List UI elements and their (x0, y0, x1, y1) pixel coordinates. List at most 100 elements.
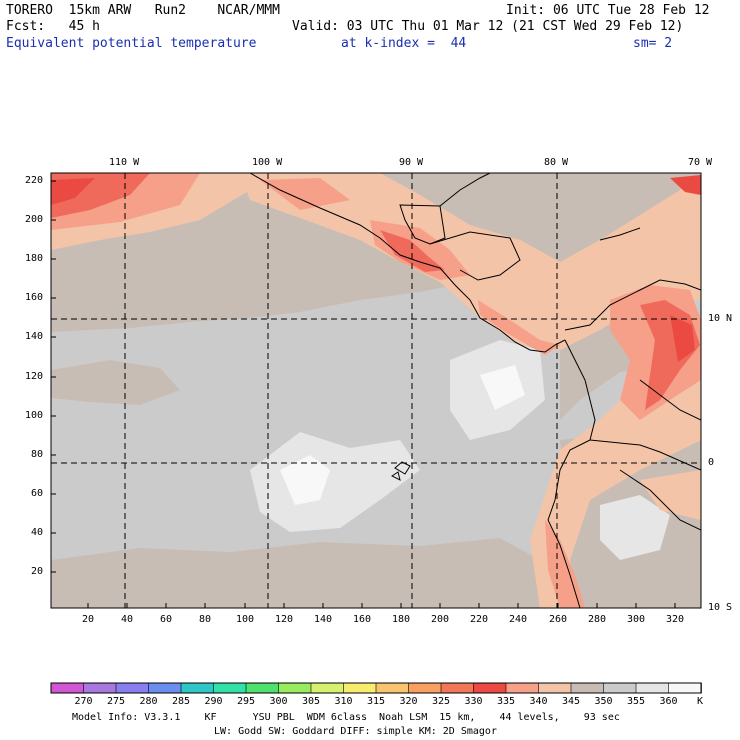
field-340-east (640, 470, 701, 520)
y-label: 120 (25, 371, 44, 382)
y-label: 60 (31, 488, 44, 499)
colorbar-cell (570, 682, 605, 694)
y-label: 160 (25, 292, 44, 303)
x-label: 320 (666, 614, 685, 625)
x-label: 20 (82, 614, 95, 625)
colorbar-label: 320 (399, 696, 418, 707)
colorbar-cell (505, 682, 540, 694)
lon-label-90w: 90 W (399, 157, 424, 168)
colorbar-unit: K (697, 696, 704, 707)
colorbar-label: 270 (74, 696, 93, 707)
field-355-southeast (600, 495, 670, 560)
field-335-mexico (260, 178, 350, 210)
latlon-grid (51, 173, 701, 608)
colorbar-cell (343, 682, 377, 694)
lon-label-80w: 80 W (544, 157, 569, 168)
x-label: 160 (353, 614, 372, 625)
colorbar-cell (148, 682, 182, 694)
colorbar-label: 280 (139, 696, 158, 707)
colorbar-label: 325 (432, 696, 451, 707)
field-335-peru (545, 520, 585, 608)
field-360-center (280, 455, 330, 505)
colorbar-cell (213, 682, 247, 694)
x-label: 220 (470, 614, 489, 625)
field-name: Equivalent potential temperature (6, 36, 257, 51)
x-label: 80 (199, 614, 212, 625)
colorbar-frame (50, 682, 702, 694)
colorbar-cell (83, 682, 117, 694)
colorbar-cell (668, 682, 702, 694)
y-label: 220 (25, 175, 44, 186)
lat-label-0: 0 (708, 457, 715, 468)
colorbar-cell (50, 682, 85, 694)
colorbar-label: 340 (529, 696, 548, 707)
field-355-center (250, 432, 420, 532)
init-time: Init: 06 UTC Tue 28 Feb 12 (506, 3, 710, 18)
colorbar-label: 330 (464, 696, 483, 707)
colorbar-label: 275 (107, 696, 126, 707)
colorbar-label: 360 (659, 696, 678, 707)
colorbar-label: 355 (627, 696, 646, 707)
colorbar-cell (310, 682, 345, 694)
x-label: 100 (236, 614, 255, 625)
y-label: 200 (25, 214, 44, 225)
colorbar-cell (538, 682, 572, 694)
colorbar-cell (603, 682, 637, 694)
colorbar-label: 350 (594, 696, 613, 707)
field-345-patch-west (51, 360, 180, 405)
x-label: 200 (431, 614, 450, 625)
x-label: 60 (160, 614, 173, 625)
x-label: 260 (549, 614, 568, 625)
colorbar-cell (115, 682, 150, 694)
field-330-guatemala (380, 230, 445, 272)
colorbar-cell (375, 682, 410, 694)
lon-label-110w: 110 W (109, 157, 140, 168)
lon-label-70w: 70 W (688, 157, 713, 168)
colorbar-label: 300 (269, 696, 288, 707)
y-label: 100 (25, 410, 44, 421)
field-325-northeast (670, 175, 701, 195)
lon-label-100w: 100 W (252, 157, 283, 168)
y-label: 140 (25, 331, 44, 342)
map-frame (50, 172, 702, 609)
field-335-costa-rica (478, 300, 560, 355)
colorbar-cell (440, 682, 475, 694)
x-label: 40 (121, 614, 134, 625)
level-index: at k-index = 44 (341, 36, 467, 51)
colorbar-label: 285 (172, 696, 191, 707)
field-325-northwest (51, 178, 95, 205)
colorbar-cell (408, 682, 442, 694)
field-345-south-band (51, 538, 540, 608)
field-325-colombia (670, 315, 695, 362)
valid-time: Valid: 03 UTC Thu 01 Mar 12 (21 CST Wed … (292, 19, 684, 34)
x-label: 120 (275, 614, 294, 625)
colorbar-label: 345 (562, 696, 581, 707)
colorbar-cell (635, 682, 670, 694)
x-label: 300 (627, 614, 646, 625)
field-340-andes (530, 350, 701, 608)
physics-info: LW: Godd SW: Goddard DIFF: simple KM: 2D… (214, 726, 497, 737)
colorbar-label: 315 (367, 696, 386, 707)
lat-label-10n: 10 N (708, 313, 733, 324)
y-label: 180 (25, 253, 44, 264)
colorbar-label: 305 (302, 696, 321, 707)
map-field (51, 173, 701, 608)
colorbar-cell (180, 682, 215, 694)
x-label: 280 (588, 614, 607, 625)
bottom-ticks (87, 603, 676, 608)
left-ticks (51, 180, 56, 573)
smoothing-value: sm= 2 (633, 36, 673, 51)
model-info: Model Info: V3.3.1 KF YSU PBL WDM 6class… (72, 712, 620, 723)
field-360-east (480, 365, 525, 410)
field-340-central-america (240, 173, 701, 350)
colorbar-cell (473, 682, 507, 694)
colorbar-cell (278, 682, 312, 694)
x-label: 240 (509, 614, 528, 625)
coastlines (249, 173, 701, 608)
y-label: 80 (31, 449, 44, 460)
colorbar-label: 290 (204, 696, 223, 707)
colorbar-label: 295 (237, 696, 256, 707)
field-345-north-band (51, 173, 701, 332)
